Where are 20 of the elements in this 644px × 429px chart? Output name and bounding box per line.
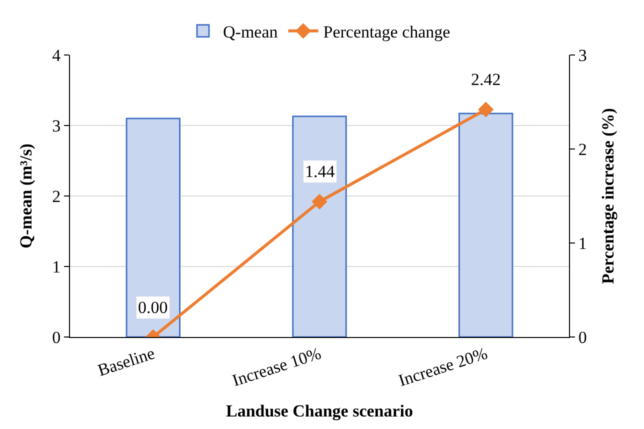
- x-tick-label: Increase 20%: [396, 344, 490, 390]
- x-tick-label: Baseline: [95, 344, 158, 380]
- legend-label: Q-mean: [223, 22, 278, 42]
- x-axis-title: Landuse Change scenario: [226, 402, 414, 421]
- y-tick-label: 1: [52, 257, 61, 276]
- legend-label: Percentage change: [323, 22, 450, 42]
- y-axis-title: Q-mean (m³/s): [16, 144, 36, 248]
- y-tick-label: 2: [52, 186, 61, 206]
- y2-tick-label: 3: [578, 46, 587, 65]
- data-label: 0.00: [138, 298, 168, 317]
- y-tick-label: 3: [52, 116, 61, 136]
- y2-tick-label: 1: [578, 234, 587, 253]
- y2-axis-title: Percentage increase (%): [598, 108, 618, 284]
- data-label: 1.44: [305, 162, 336, 181]
- data-label: 2.42: [471, 70, 501, 89]
- y2-tick-label: 2: [578, 140, 587, 159]
- y2-tick-label: 0: [578, 328, 587, 347]
- x-tick-label: Increase 10%: [230, 344, 324, 390]
- y-tick-label: 4: [52, 46, 62, 65]
- y-tick-label: 0: [52, 328, 61, 347]
